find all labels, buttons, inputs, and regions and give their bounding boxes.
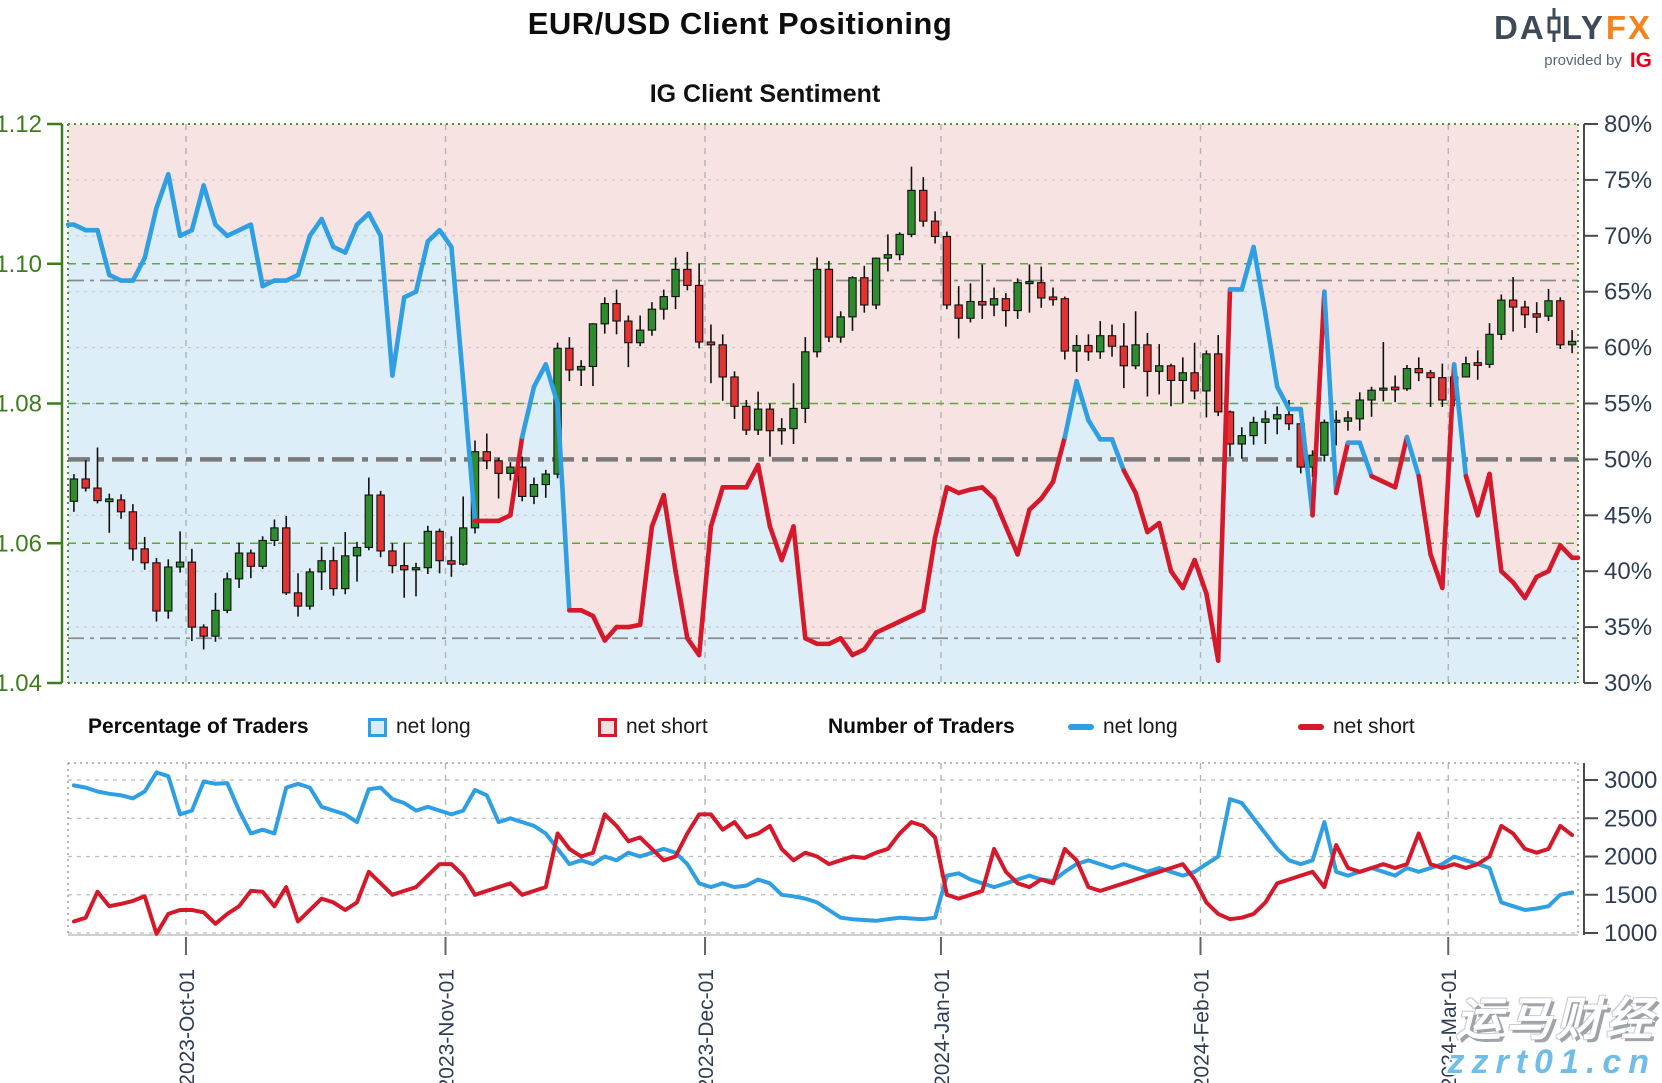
svg-text:80%: 80% — [1604, 111, 1652, 138]
legend-num-title: Number of Traders — [828, 715, 1015, 738]
legend-pct-net-long: net long — [368, 705, 471, 749]
svg-text:2024-Jan-01: 2024-Jan-01 — [931, 969, 954, 1083]
dailyfx-logo: DA LY FX provided by IG — [1494, 8, 1652, 71]
legend-pct-title: Percentage of Traders — [88, 715, 309, 738]
net-long-line-swatch-icon — [1068, 724, 1094, 730]
date-axis: 2023-Oct-01 2023-Nov-01 2023-Dec-01 2024-Ja… — [176, 937, 1461, 1083]
sentiment-net-long-line — [65, 172, 1581, 663]
svg-text:70%: 70% — [1604, 223, 1652, 250]
svg-text:50%: 50% — [1604, 446, 1652, 473]
svg-text:2500: 2500 — [1604, 805, 1657, 832]
net-short-line-swatch-icon — [1298, 724, 1324, 730]
svg-text:1.04: 1.04 — [0, 670, 42, 697]
chart-subtitle: IG Client Sentiment — [649, 80, 881, 108]
legend-num-net-short: net short — [1298, 705, 1415, 749]
traders-net-long-line — [71, 770, 1575, 923]
svg-text:65%: 65% — [1604, 279, 1652, 306]
svg-text:1.08: 1.08 — [0, 391, 42, 418]
svg-text:40%: 40% — [1604, 558, 1652, 585]
logo-text-fx: FX — [1605, 8, 1652, 46]
logo-provided-by-row: provided by IG — [1494, 50, 1652, 71]
svg-text:2024-Mar-01: 2024-Mar-01 — [1438, 969, 1461, 1083]
svg-text:30%: 30% — [1604, 670, 1652, 697]
gridlines — [68, 124, 1578, 935]
page-title: EUR/USD Client Positioning — [527, 6, 953, 41]
logo-text-da: DA — [1494, 8, 1546, 46]
ig-logo: IG — [1629, 49, 1652, 72]
svg-text:1.06: 1.06 — [0, 530, 42, 557]
svg-text:45%: 45% — [1604, 502, 1652, 529]
provided-by-text: provided by — [1544, 52, 1622, 69]
svg-text:2023-Oct-01: 2023-Oct-01 — [176, 969, 199, 1083]
svg-text:2023-Dec-01: 2023-Dec-01 — [695, 969, 718, 1083]
logo-text-ly: LY — [1561, 8, 1605, 46]
svg-text:3000: 3000 — [1604, 767, 1657, 794]
svg-text:1.10: 1.10 — [0, 251, 42, 278]
count-axis-right: 3000 2500 2000 1500 1000 — [1583, 763, 1657, 947]
dailyfx-wordmark: DA LY FX — [1494, 8, 1652, 46]
svg-text:1.12: 1.12 — [0, 111, 42, 138]
net-short-area-swatch-icon — [598, 717, 617, 737]
chart-legend: Percentage of Traders net long net short… — [0, 705, 1662, 749]
price-axis-left: 1.12 1.10 1.08 1.06 1.04 — [0, 111, 64, 697]
svg-text:1500: 1500 — [1604, 882, 1657, 909]
svg-text:60%: 60% — [1604, 335, 1652, 362]
svg-text:2024-Feb-01: 2024-Feb-01 — [1191, 969, 1214, 1083]
svg-text:2000: 2000 — [1604, 844, 1657, 871]
net-long-area-swatch-icon — [368, 717, 387, 737]
candlestick-icon — [1547, 8, 1561, 46]
legend-pct-net-short: net short — [598, 705, 708, 749]
traders-count-panel — [67, 762, 1579, 936]
svg-text:2023-Nov-01: 2023-Nov-01 — [436, 969, 459, 1083]
svg-text:35%: 35% — [1604, 614, 1652, 641]
svg-text:75%: 75% — [1604, 167, 1652, 194]
legend-num-net-long: net long — [1068, 705, 1178, 749]
svg-text:1000: 1000 — [1604, 920, 1657, 947]
candles-layer — [69, 166, 1577, 650]
traders-net-short-line — [71, 812, 1575, 936]
percent-axis-right: 80% 75% 70% 65% 60% 55% 50% 45% 40% 35% 30% — [1583, 111, 1652, 697]
svg-text:55%: 55% — [1604, 391, 1652, 418]
